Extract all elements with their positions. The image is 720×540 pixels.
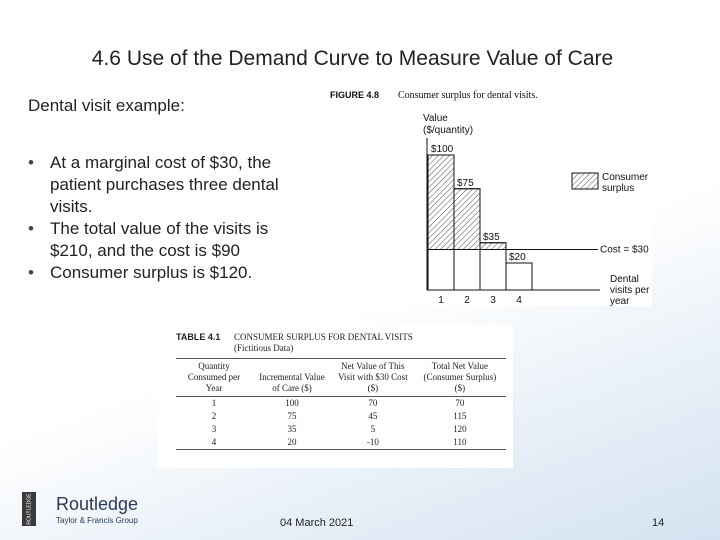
bullet: At a marginal cost of $30, the patient p… [28, 152, 303, 218]
table-cell: 45 [368, 411, 378, 421]
x-tick-label: 3 [490, 295, 496, 306]
table-cell: 1 [211, 398, 217, 408]
table-cell: -10 [331, 436, 414, 450]
table-subtitle: (Fictitious Data) [234, 343, 294, 353]
bar [479, 242, 507, 291]
surplus-area [453, 188, 481, 250]
table-cell: 75 [287, 411, 297, 421]
bar [505, 262, 533, 291]
value-label: $20 [509, 252, 526, 263]
logo-publisher: Routledge [56, 494, 138, 514]
value-label: $75 [457, 178, 474, 189]
value-label: $100 [431, 144, 454, 155]
table-label: TABLE 4.1 [176, 332, 221, 342]
footer-date: 04 March 2021 [280, 517, 354, 529]
table-cell: 20 [252, 436, 332, 450]
x-tick-label: 4 [516, 295, 522, 306]
table-cell: 35 [287, 424, 297, 434]
table-cell: 70 [368, 398, 378, 408]
bullet: Consumer surplus is $120. [28, 262, 303, 284]
figure: FIGURE 4.8 Consumer surplus for dental v… [330, 88, 652, 307]
table-row: 4 20 -10 110 [176, 436, 506, 450]
table-cell: 110 [413, 436, 506, 450]
table-cell: 120 [453, 424, 467, 434]
bullet: The total value of the visits is $210, a… [28, 218, 303, 262]
page-number: 14 [652, 517, 665, 529]
figure-label: FIGURE 4.8 [330, 90, 379, 100]
table-title: CONSUMER SURPLUS FOR DENTAL VISITS [234, 332, 413, 342]
slide-title: 4.6 Use of the Demand Curve to Measure V… [91, 47, 614, 70]
column-header: Quantity Consumed per Year [176, 358, 253, 397]
logo-spine [22, 492, 36, 526]
logo-group: Taylor & Francis Group [56, 516, 138, 525]
table-cell: 3 [211, 424, 217, 434]
surplus-area [427, 154, 455, 250]
bullet-list: At a marginal cost of $30, the patient p… [28, 152, 303, 284]
table-cell: 4 [176, 436, 253, 450]
data-table: Quantity Consumed per Year Incremental Va… [176, 358, 506, 450]
intro-text: Dental visit example: [28, 96, 185, 115]
x-tick-label: 1 [438, 295, 444, 306]
y-label: Value [423, 113, 448, 124]
table-row: 3 35 5 120 [176, 423, 506, 436]
cost-label: Cost = $30 [600, 245, 649, 256]
table-cell: 115 [453, 411, 467, 421]
x-tick-label: 2 [464, 295, 470, 306]
logo-spine-text: ROUTLEDGE [26, 493, 32, 525]
table-cell: 2 [211, 411, 217, 421]
column-header: Total Net Value (Consumer Surplus) ($) [413, 358, 506, 397]
table-figure: TABLE 4.1 CONSUMER SURPLUS FOR DENTAL VI… [158, 325, 513, 468]
figure-chart: FIGURE 4.8 Consumer surplus for dental v… [330, 90, 649, 306]
y-unit: ($/quantity) [423, 125, 473, 136]
table-cell: 5 [370, 424, 376, 434]
column-header: Net Value of This Visit with $30 Cost ($… [331, 358, 414, 397]
table-row: 2 75 45 115 [176, 410, 506, 423]
logo: ROUTLEDGE Routledge Taylor & Francis Gro… [22, 492, 138, 526]
table-cell: 100 [285, 398, 299, 408]
column-header: Incremental Value of Care ($) [252, 358, 332, 397]
surplus-area [479, 242, 507, 250]
figure-caption: Consumer surplus for dental visits. [398, 90, 538, 101]
x-label: Dental visits per year [610, 274, 650, 307]
table-row: 1 100 70 70 [176, 397, 506, 411]
value-label: $35 [483, 232, 500, 243]
legend-swatch [571, 172, 599, 190]
table-cell: 70 [455, 398, 465, 408]
legend-label: Consumer surplus [602, 172, 649, 194]
